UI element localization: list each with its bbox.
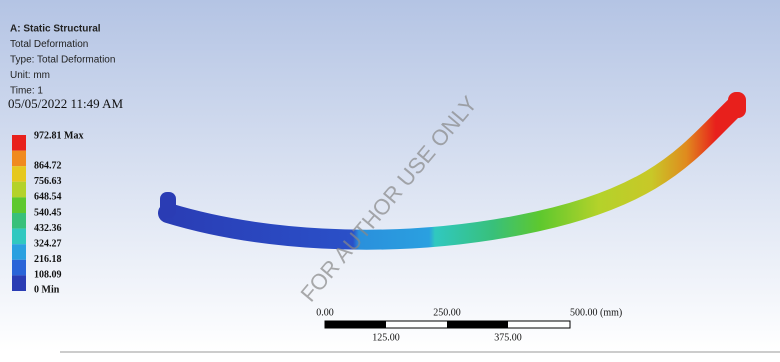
legend-swatch [12,260,26,276]
header-line: Total Deformation [10,39,88,50]
legend-label: 540.45 [34,207,62,218]
legend-swatch [12,135,26,151]
beam-end-right [728,92,746,118]
timestamp: 05/05/2022 11:49 AM [8,96,124,111]
legend-swatch [12,182,26,198]
legend-swatch [12,197,26,213]
legend-label: 324.27 [34,238,62,249]
legend-label: 756.63 [34,176,62,187]
scale-label-top: 0.00 [316,307,334,318]
scale-bar-segment [325,321,386,328]
legend-swatch [12,275,26,291]
legend-swatch [12,166,26,182]
header-title: A: Static Structural [10,24,101,35]
scale-label-bottom: 375.00 [494,332,522,343]
scale-bar-segment [447,321,508,328]
legend-label: 216.18 [34,254,62,265]
legend-label: 432.36 [34,223,62,234]
viewport: FOR AUTHOR USE ONLY A: Static Structural… [0,0,780,357]
legend-swatch [12,244,26,260]
header-line: Time: 1 [10,86,43,97]
beam-end-left [160,192,176,218]
legend-label: 972.81 Max [34,130,83,141]
header-line: Type: Total Deformation [10,55,115,66]
scale-label-top: 500.00 (mm) [570,307,622,318]
legend-label: 648.54 [34,192,62,203]
legend-swatch [12,229,26,245]
legend-label: 108.09 [34,270,62,281]
header-line: Unit: mm [10,70,50,81]
scale-label-bottom: 125.00 [372,332,400,343]
legend-swatch [12,151,26,167]
legend-label: 0 Min [34,285,60,296]
legend-swatch [12,213,26,229]
page: FOR AUTHOR USE ONLY A: Static Structural… [0,0,780,357]
legend-label: 864.72 [34,160,62,171]
scale-label-top: 250.00 [433,307,461,318]
scale-bar [325,321,570,328]
